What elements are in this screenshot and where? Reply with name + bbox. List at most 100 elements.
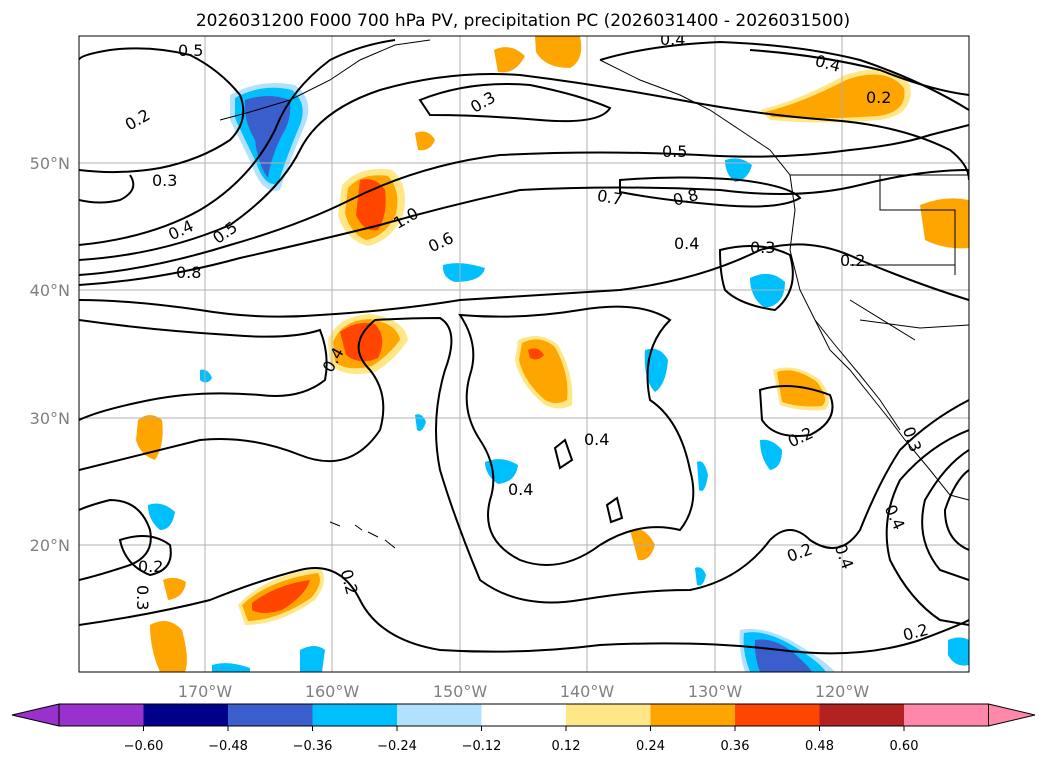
precip-blue-small-4 (200, 369, 212, 383)
contour-label: 0.3 (152, 171, 177, 190)
hawaii-islands (329, 521, 396, 549)
contour-label: 0.2 (138, 557, 163, 576)
contour-label: 0.3 (133, 585, 152, 610)
colorbar-segment-3 (228, 704, 313, 726)
lon-label-120: 120°W (815, 682, 870, 701)
colorbar-ticks (143, 726, 905, 731)
precip-blob-small-north (415, 131, 435, 151)
lat-label-40: 40°N (30, 281, 70, 300)
contour-label: 0.5 (662, 142, 687, 161)
precip-blob-mid-west-inner (340, 323, 383, 362)
precip-blob-far-west (136, 415, 163, 460)
precip-blob-mid-central-inner (528, 348, 544, 360)
coast-pacific-nw (599, 59, 969, 501)
precip-blob-north-central-inner (356, 179, 386, 231)
contour-label: 0.2 (840, 251, 865, 270)
colorbar-frame (58, 703, 989, 727)
contour-0.2-far-south (79, 567, 969, 655)
precip-blue-ne-coast (725, 158, 752, 182)
precip-blue-small-2 (697, 461, 708, 491)
contour-0.3-southeast (943, 469, 969, 551)
contour-0.3-top (418, 83, 612, 123)
colorbar-segment-9 (735, 704, 820, 726)
precip-blue-northwest-inner (245, 96, 291, 178)
contour-0.4-small-loop-2 (605, 496, 624, 524)
colorbar-segment-6 (481, 704, 566, 726)
precip-blob-northeast-core (765, 74, 905, 119)
contour-0.3-north (79, 47, 245, 174)
coast-baja (814, 319, 901, 431)
precip-blob-small-west (163, 577, 186, 600)
precip-blue-west-1 (148, 503, 175, 530)
map-frame (78, 35, 970, 673)
longitude-labels: 170°W 160°W 150°W 140°W 130°W 120°W (178, 682, 870, 701)
contour-0.8-west (79, 124, 969, 276)
contour-label: 0.8 (176, 263, 201, 282)
colorbar-segment-5 (397, 704, 482, 726)
contour-0.3-mid (79, 319, 328, 421)
colorbar-segment-1 (59, 704, 144, 726)
contour-0.3-south-west (79, 498, 152, 581)
contour-0.6 (79, 169, 969, 286)
colorbar-label: −0.60 (124, 739, 164, 754)
colorbar-segment-4 (312, 704, 397, 726)
colorbar-label: −0.36 (293, 739, 333, 754)
contour-0.3-ne-loop (718, 245, 794, 312)
map-panel: 0.5 0.2 0.3 0.4 0.5 0.8 1.0 0.6 0.4 0.3 … (30, 30, 970, 701)
precip-blob-southwest-band-inner (252, 580, 310, 613)
coastlines (219, 39, 969, 549)
latitude-labels: 50°N 40°N 30°N 20°N (30, 154, 70, 555)
colorbar-over-arrow (988, 703, 1036, 727)
precip-blue-small-3 (695, 567, 706, 586)
precip-blue-south-1 (300, 646, 325, 672)
colorbar-label: 0.12 (552, 739, 581, 754)
colorbar-segment-7 (566, 704, 651, 726)
lon-label-160: 160°W (305, 682, 360, 701)
contour-label: 0.3 (750, 238, 775, 257)
lon-label-170: 170°W (178, 682, 233, 701)
contour-label: 0.7 (596, 186, 624, 209)
lat-label-50: 50°N (30, 154, 70, 173)
precip-negative-areas (148, 82, 969, 672)
lon-label-150: 150°W (433, 682, 488, 701)
colorbar-label: −0.24 (377, 739, 417, 754)
contour-west-edge (79, 174, 135, 204)
colorbar-label: −0.48 (208, 739, 248, 754)
colorbar-label: 0.60 (890, 739, 919, 754)
contour-0.4-north (79, 39, 396, 246)
precip-positive-areas (136, 36, 969, 672)
lon-label-130: 130°W (688, 682, 743, 701)
contour-0.4-small-loop (553, 438, 574, 470)
lat-label-20: 20°N (30, 536, 70, 555)
contour-0.4-center (458, 305, 695, 566)
contour-0.4-top (599, 40, 969, 111)
precip-blob-top-west (494, 47, 525, 73)
colorbar-label: 0.48 (805, 739, 834, 754)
contour-0.2-baja-loop (758, 385, 834, 437)
border-us-mexico (859, 319, 969, 329)
precip-blob-top-central (535, 36, 582, 68)
precip-blue-far-east (948, 637, 969, 666)
precip-blob-baja-core (777, 370, 826, 407)
colorbar-under-arrow (11, 703, 60, 727)
contour-0.2-southeast (885, 429, 969, 626)
lat-label-30: 30°N (30, 409, 70, 428)
precip-blob-southwest-corner (150, 621, 187, 672)
coast-alaska (219, 39, 431, 121)
contour-0.2-south (79, 316, 969, 604)
contour-label: 0.4 (584, 430, 609, 449)
pv-contours (79, 39, 969, 655)
contour-0.2-top (749, 49, 969, 96)
precip-blue-center-1 (442, 263, 485, 282)
colorbar-label: 0.36 (721, 739, 750, 754)
precip-blue-small-5 (212, 663, 250, 672)
contour-label: 0.2 (866, 88, 891, 107)
colorbar-segment-10 (819, 704, 904, 726)
graticule (79, 36, 969, 672)
precip-blue-east-2 (644, 348, 668, 392)
colorbar-segment-11 (904, 704, 989, 726)
contour-label: 0.4 (660, 30, 685, 49)
colorbar-label: −0.12 (462, 739, 502, 754)
